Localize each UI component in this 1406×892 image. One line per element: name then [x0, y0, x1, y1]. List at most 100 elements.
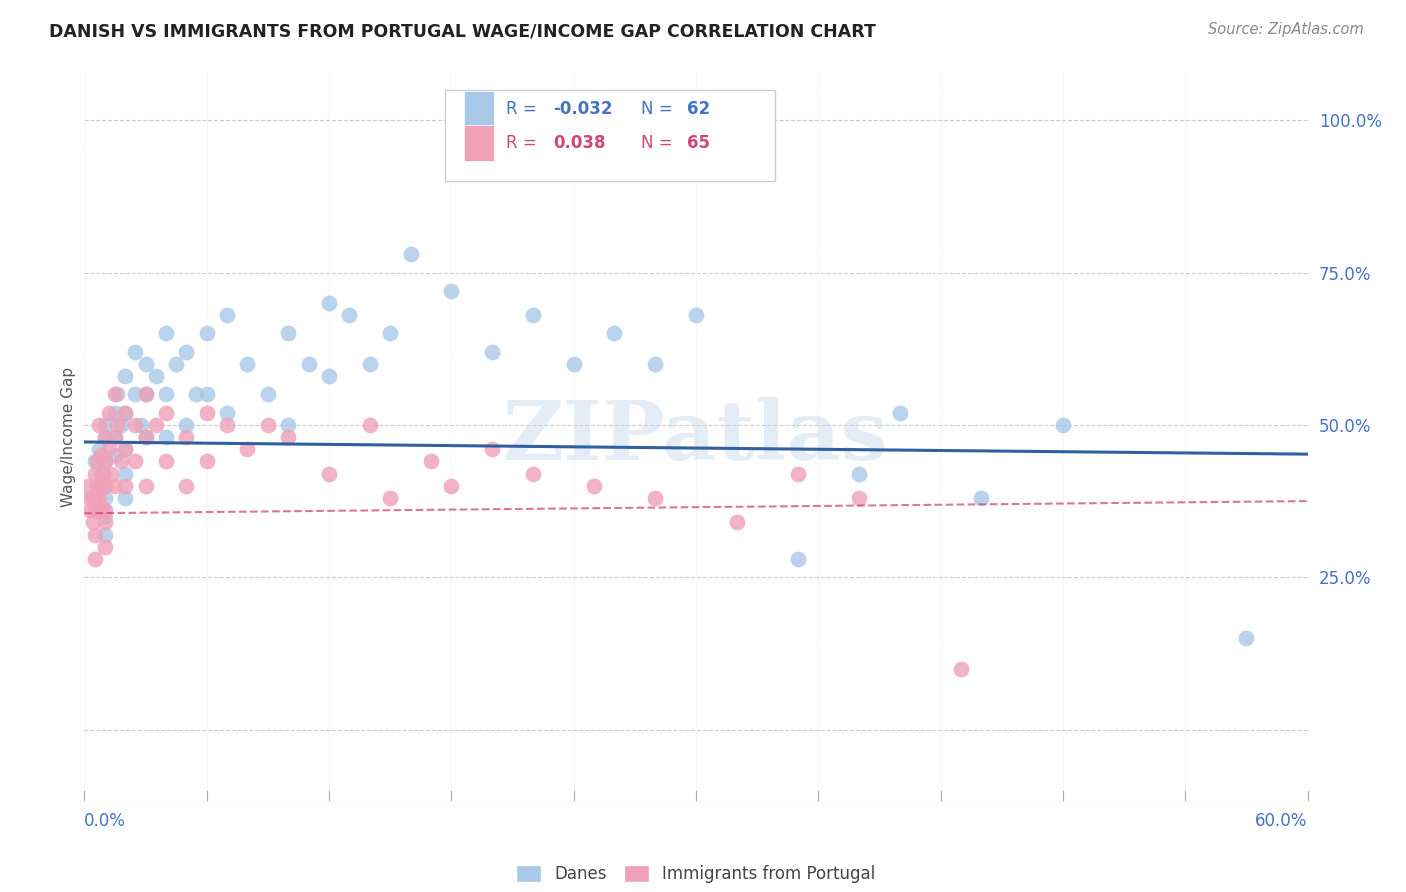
Point [93, 417, 115, 432]
Point [90, 448, 112, 462]
Point [124, 387, 146, 401]
Point [124, 417, 146, 432]
Point [135, 430, 157, 444]
Text: 62: 62 [688, 100, 710, 119]
Point [155, 454, 177, 468]
Point [889, 406, 911, 420]
Point [685, 308, 707, 322]
FancyBboxPatch shape [464, 91, 494, 128]
Point [110, 454, 132, 468]
Point [318, 369, 340, 384]
Point [124, 454, 146, 468]
Point [93, 509, 115, 524]
Point [131, 417, 153, 432]
Point [93, 479, 115, 493]
Point [114, 442, 136, 457]
Point [725, 516, 748, 530]
Point [174, 479, 197, 493]
Point [93, 503, 115, 517]
Point [195, 406, 218, 420]
Point [114, 369, 136, 384]
Point [93, 491, 115, 505]
Point [93, 540, 115, 554]
Point [97, 406, 120, 420]
Point [83, 467, 105, 481]
Point [87, 417, 110, 432]
Point [380, 491, 402, 505]
Point [848, 467, 870, 481]
Point [82, 491, 104, 505]
Text: R =: R = [506, 134, 543, 152]
Point [145, 417, 167, 432]
Text: -0.032: -0.032 [553, 100, 613, 119]
FancyBboxPatch shape [464, 125, 494, 161]
Text: N =: N = [641, 100, 678, 119]
Point [77, 479, 100, 493]
Point [155, 430, 177, 444]
Point [481, 442, 503, 457]
Point [83, 552, 105, 566]
Point [165, 357, 187, 371]
Point [603, 326, 626, 341]
Point [155, 387, 177, 401]
Point [87, 491, 110, 505]
Point [93, 430, 115, 444]
Point [195, 387, 218, 401]
Text: 60.0%: 60.0% [1256, 812, 1308, 830]
Point [135, 387, 157, 401]
Point [114, 406, 136, 420]
Point [318, 296, 340, 310]
Point [91, 503, 114, 517]
Point [174, 344, 197, 359]
Point [104, 387, 127, 401]
Point [848, 491, 870, 505]
Point [90, 479, 112, 493]
Point [257, 387, 280, 401]
Point [277, 417, 299, 432]
Point [86, 479, 108, 493]
Text: N =: N = [641, 134, 678, 152]
Point [236, 442, 259, 457]
Point [114, 491, 136, 505]
Point [339, 308, 361, 322]
Point [104, 448, 127, 462]
Point [93, 516, 115, 530]
Point [950, 662, 973, 676]
Point [83, 503, 105, 517]
Point [93, 430, 115, 444]
Point [420, 454, 443, 468]
Point [217, 308, 239, 322]
Point [90, 503, 112, 517]
Point [83, 527, 105, 541]
Point [522, 308, 544, 322]
Point [1052, 417, 1074, 432]
Point [87, 442, 110, 457]
Point [195, 326, 218, 341]
Text: ZIPatlas: ZIPatlas [503, 397, 889, 477]
Point [83, 454, 105, 468]
Point [90, 467, 112, 481]
Point [114, 406, 136, 420]
Text: DANISH VS IMMIGRANTS FROM PORTUGAL WAGE/INCOME GAP CORRELATION CHART: DANISH VS IMMIGRANTS FROM PORTUGAL WAGE/… [49, 22, 876, 40]
Point [104, 406, 127, 420]
Point [114, 479, 136, 493]
Text: R =: R = [506, 100, 543, 119]
Point [970, 491, 993, 505]
Text: 0.038: 0.038 [553, 134, 606, 152]
Point [359, 357, 381, 371]
Point [104, 430, 127, 444]
Point [83, 491, 105, 505]
Text: 65: 65 [688, 134, 710, 152]
Point [145, 369, 167, 384]
Point [787, 467, 810, 481]
Point [82, 516, 104, 530]
Point [135, 430, 157, 444]
Point [562, 357, 585, 371]
Point [93, 454, 115, 468]
Point [135, 479, 157, 493]
Point [277, 430, 299, 444]
Point [91, 467, 114, 481]
Point [105, 387, 128, 401]
Point [104, 479, 127, 493]
Point [79, 503, 101, 517]
